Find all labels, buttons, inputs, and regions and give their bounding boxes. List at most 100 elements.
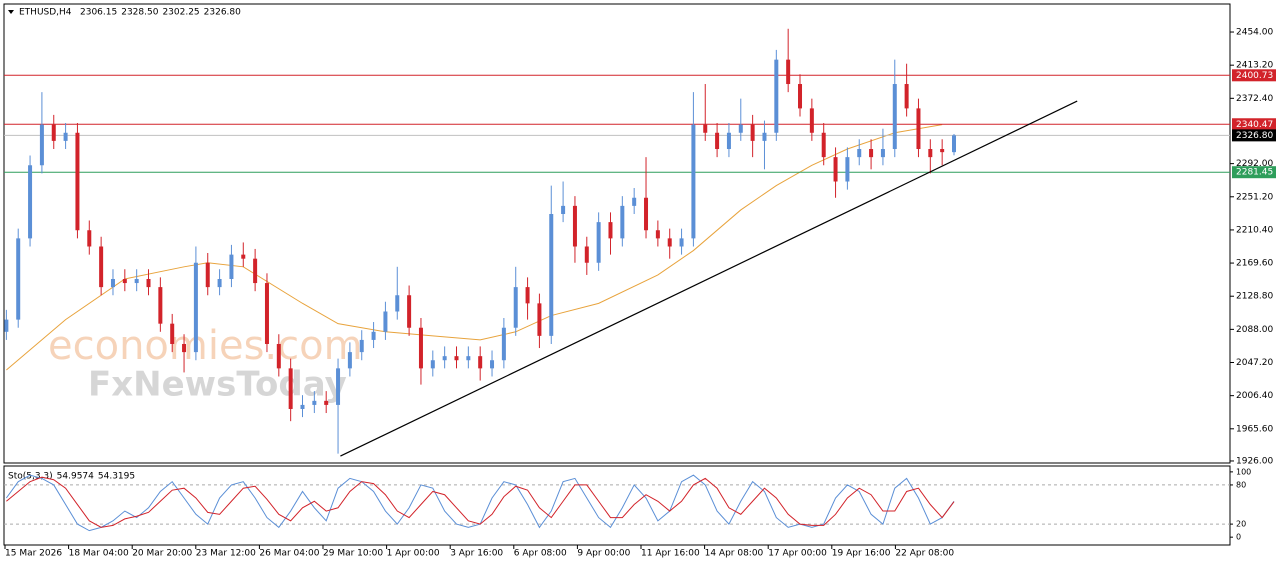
candle-body — [87, 230, 92, 247]
candle-body — [170, 323, 175, 344]
candle — [336, 358, 341, 454]
x-tick-label: 29 Mar 10:00 — [323, 549, 383, 559]
candle-body — [146, 278, 151, 288]
candle-body — [513, 287, 518, 328]
header-value: 2328.50 — [121, 8, 158, 18]
candle — [288, 358, 293, 422]
candle-body — [845, 157, 850, 182]
candle-body — [288, 368, 293, 409]
candle-body — [158, 287, 163, 324]
candle — [596, 212, 601, 271]
y-tick-label: 2128.80 — [1236, 292, 1273, 302]
candle — [276, 334, 281, 377]
price-level-box — [1232, 69, 1276, 82]
candle — [726, 123, 731, 158]
candle — [407, 285, 412, 336]
candle-body — [904, 84, 909, 109]
symbol-arrow — [8, 10, 14, 14]
candle-body — [691, 124, 696, 239]
candle-body — [525, 287, 530, 304]
y-tick-label: 2372.40 — [1236, 94, 1273, 104]
y-tick-label: 2251.20 — [1236, 192, 1273, 202]
x-tick-label: 18 Mar 04:00 — [69, 549, 129, 559]
candle-body — [217, 278, 222, 288]
x-tick-label: 6 Apr 08:00 — [514, 549, 567, 559]
candle — [655, 220, 660, 247]
candle-body — [786, 59, 791, 85]
candle-body — [383, 311, 388, 332]
y-tick-label: 2413.20 — [1236, 61, 1273, 71]
y-tick-label: 1926.00 — [1236, 456, 1273, 466]
x-tick-label: 3 Apr 16:00 — [450, 549, 503, 559]
candle-body — [63, 132, 68, 141]
candle — [561, 181, 566, 223]
y-tick-label: 2292.00 — [1236, 159, 1273, 169]
candle-body — [869, 149, 874, 158]
x-tick-label: 1 Apr 00:00 — [387, 549, 440, 559]
candle — [880, 128, 885, 166]
candle-body — [371, 331, 376, 340]
candle-body — [466, 356, 471, 361]
candle-body — [715, 132, 720, 150]
candle — [774, 49, 779, 141]
header-value: 2302.25 — [162, 8, 199, 18]
watermark-text: economies.com — [48, 323, 363, 369]
candle — [122, 269, 127, 292]
candle — [383, 301, 388, 340]
candle-body — [430, 360, 435, 369]
candle-body — [276, 343, 281, 369]
symbol: ETHUSD,H4 — [19, 8, 72, 18]
candle — [75, 123, 80, 239]
candle — [205, 252, 210, 296]
candle — [395, 266, 400, 320]
candle-body — [229, 254, 234, 279]
candle-body — [395, 295, 400, 312]
candle-body — [572, 205, 577, 247]
candle — [4, 309, 9, 340]
candle — [110, 269, 115, 296]
candle — [359, 330, 364, 361]
y-tick-label: 2454.00 — [1236, 28, 1273, 38]
candle — [241, 242, 246, 267]
candle — [667, 228, 672, 259]
candle-body — [880, 149, 885, 158]
y-tick-label: 2169.60 — [1236, 259, 1273, 269]
candle — [87, 220, 92, 255]
candle-body — [454, 356, 459, 361]
candle — [798, 74, 803, 117]
candle — [738, 98, 743, 141]
y-tick-label: 2210.40 — [1236, 225, 1273, 235]
price-level-box — [1232, 166, 1276, 179]
candle — [146, 269, 151, 296]
candle — [904, 63, 909, 117]
candle — [99, 236, 104, 296]
candle — [952, 133, 957, 156]
candle — [158, 277, 163, 332]
candle — [193, 246, 198, 361]
x-tick-label: 9 Apr 00:00 — [577, 549, 630, 559]
price-level-label: 2340.47 — [1236, 120, 1273, 130]
oscillator-tick-label: 100 — [1236, 467, 1251, 476]
price-level-label: 2326.80 — [1236, 131, 1273, 141]
candle — [513, 266, 518, 336]
candle — [300, 395, 305, 418]
candle — [312, 391, 317, 414]
candle — [679, 228, 684, 255]
oscillator-tick-label: 80 — [1236, 480, 1246, 489]
oscillator-line — [6, 476, 955, 528]
candle — [857, 139, 862, 166]
candle-body — [110, 278, 115, 288]
candle-body — [833, 157, 838, 182]
candle — [229, 244, 234, 288]
candle-body — [312, 400, 317, 405]
candle-body — [134, 278, 139, 284]
candle — [786, 28, 791, 93]
candle — [833, 147, 838, 198]
candle — [691, 92, 696, 247]
candle-body — [916, 108, 921, 150]
candle-body — [16, 238, 21, 320]
candle — [715, 123, 720, 158]
candle — [466, 346, 471, 369]
price-frame — [3, 3, 1231, 464]
